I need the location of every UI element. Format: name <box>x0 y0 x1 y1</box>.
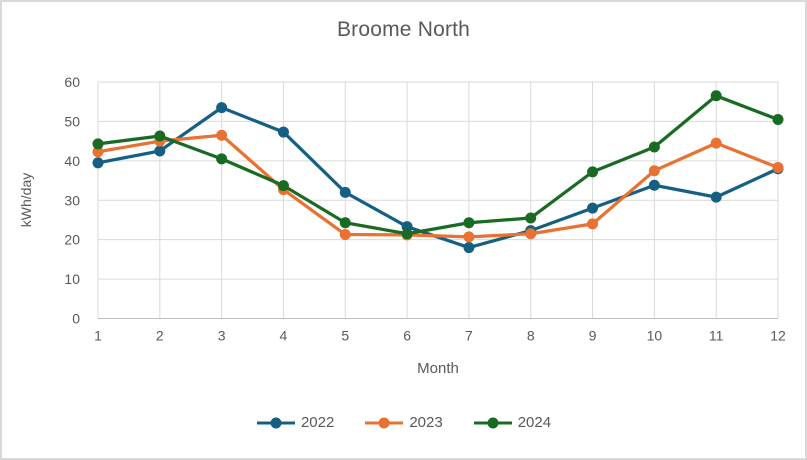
legend-item-2023: 2023 <box>364 414 443 431</box>
x-tick-label: 1 <box>94 328 102 344</box>
x-tick-label: 11 <box>709 328 724 344</box>
series-marker-2022 <box>216 102 228 114</box>
series-marker-2024 <box>463 217 475 229</box>
x-tick-label: 9 <box>589 328 597 344</box>
x-tick-label: 3 <box>218 328 226 344</box>
series-marker-2023 <box>772 162 784 174</box>
series-marker-2024 <box>277 180 289 192</box>
series-marker-2024 <box>92 138 104 150</box>
y-tick-label: 20 <box>64 232 80 248</box>
x-tick-label: 12 <box>770 328 786 344</box>
series-marker-2024 <box>339 217 351 229</box>
series-marker-2022 <box>154 145 166 157</box>
series-marker-2022 <box>339 186 351 198</box>
series-marker-2022 <box>648 179 660 191</box>
legend-label: 2024 <box>517 414 552 431</box>
series-marker-2023 <box>648 165 660 177</box>
series-marker-2022 <box>463 242 475 254</box>
series-marker-2024 <box>216 153 228 165</box>
legend-label: 2022 <box>300 414 335 431</box>
legend-item-2022: 2022 <box>256 414 334 431</box>
series-marker-2022 <box>277 126 289 138</box>
x-tick-label: 4 <box>280 328 288 344</box>
series-marker-2023 <box>92 146 104 158</box>
y-tick-label: 50 <box>64 113 80 129</box>
series-marker-2022 <box>710 191 722 203</box>
x-axis-title: Month <box>417 360 459 377</box>
series-marker-2024 <box>648 141 660 153</box>
chart-title: Broome North <box>336 18 471 41</box>
x-tick-label: 8 <box>527 328 535 344</box>
series-marker-2023 <box>216 129 228 141</box>
series-marker-2024 <box>710 90 722 102</box>
y-tick-label: 0 <box>72 311 80 327</box>
series-line-2024 <box>96 94 780 236</box>
series-marker-2024 <box>525 212 537 224</box>
series-line-2023 <box>96 133 780 239</box>
y-tick-label: 30 <box>64 192 80 208</box>
x-tick-label: 6 <box>403 328 411 344</box>
series-marker-2024 <box>587 166 599 178</box>
x-tick-label: 5 <box>341 328 349 344</box>
series-marker-2023 <box>587 218 599 230</box>
series-marker-2023 <box>463 231 475 243</box>
series-marker-2024 <box>401 228 413 240</box>
legend-marker-icon <box>365 417 404 428</box>
chart-legend: 2022 2023 2024 <box>2 414 805 431</box>
x-tick-label: 2 <box>156 328 164 344</box>
legend-marker-icon <box>256 417 295 428</box>
legend-marker-icon <box>473 417 512 428</box>
series-marker-2024 <box>154 130 166 142</box>
x-tick-label: 7 <box>465 328 473 344</box>
x-tick-label: 10 <box>647 328 663 344</box>
series-marker-2024 <box>772 113 784 125</box>
y-tick-label: 40 <box>64 153 80 169</box>
y-tick-label: 60 <box>64 74 80 90</box>
series-marker-2023 <box>710 137 722 149</box>
y-tick-label: 10 <box>64 271 80 287</box>
legend-label: 2023 <box>409 414 443 431</box>
series-marker-2023 <box>339 229 351 241</box>
series-marker-2022 <box>92 157 104 169</box>
y-axis-title: kWh/day <box>18 172 34 228</box>
series-marker-2023 <box>525 228 537 240</box>
legend-item-2024: 2024 <box>473 414 551 431</box>
series-marker-2022 <box>587 202 599 214</box>
